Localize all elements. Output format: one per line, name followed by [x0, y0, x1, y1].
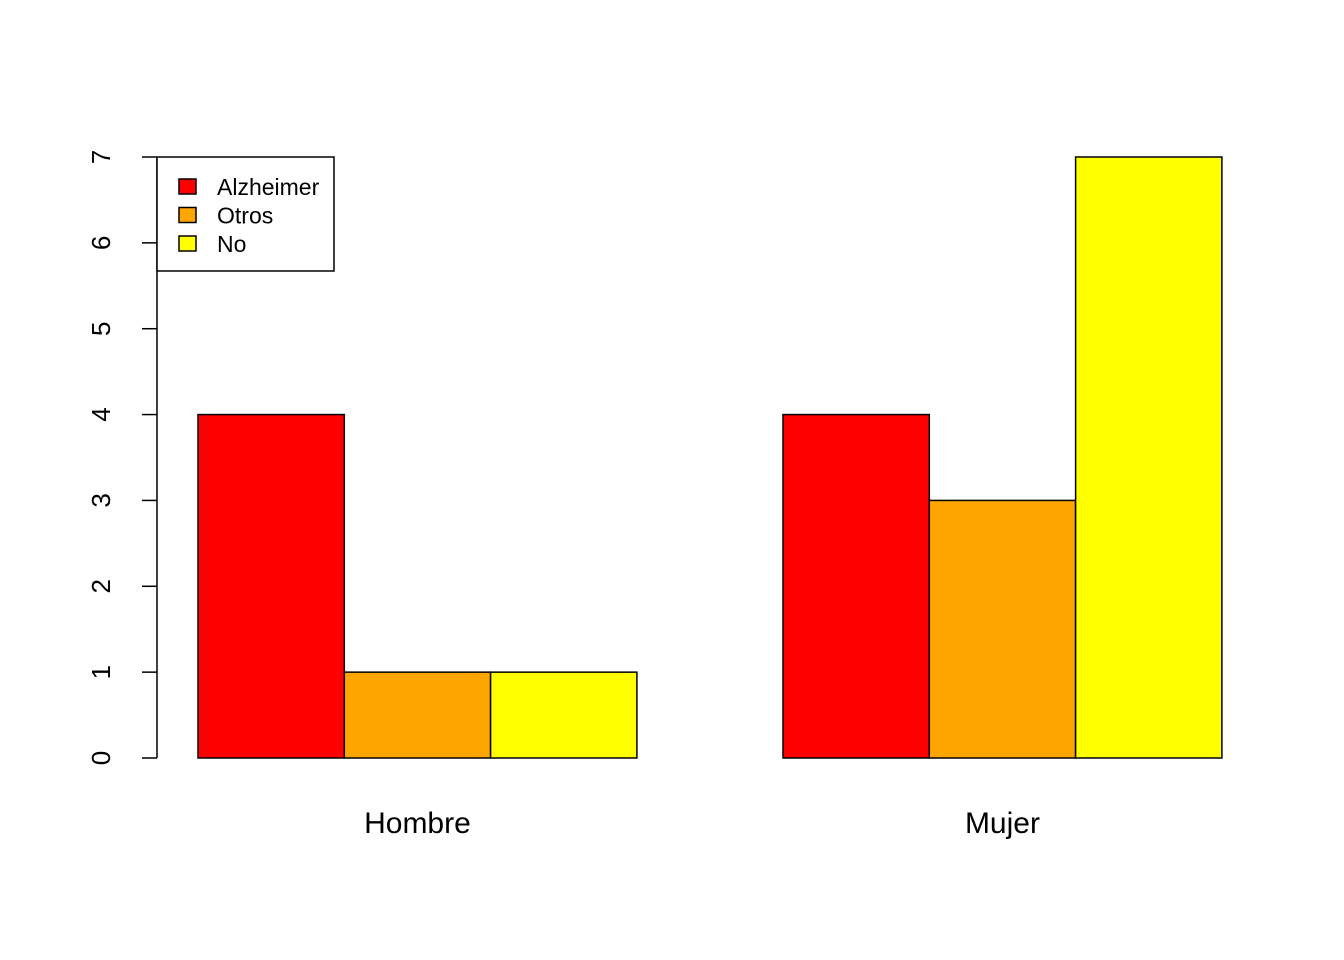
bars — [197, 156, 1223, 759]
y-tick-label: 2 — [86, 579, 116, 593]
y-tick-label: 5 — [86, 321, 116, 335]
bar-mujer-no — [1074, 156, 1223, 759]
y-axis: 0 1 2 3 4 5 6 7 — [86, 150, 158, 765]
y-tick-label: 7 — [86, 150, 116, 164]
y-tick-label: 6 — [86, 236, 116, 250]
x-category-label: Hombre — [364, 807, 471, 840]
bar-mujer-alzheimer — [782, 413, 931, 759]
legend-label-no: No — [217, 231, 246, 257]
bar-hombre-no — [489, 671, 638, 759]
bar-hombre-alzheimer — [197, 413, 346, 759]
legend-swatch-otros — [178, 206, 197, 224]
legend-label-alzheimer: Alzheimer — [217, 174, 320, 200]
legend-swatch-no — [178, 235, 197, 252]
bar-hombre-otros — [343, 671, 492, 759]
legend-label-otros: Otros — [217, 203, 273, 229]
y-tick-label: 3 — [86, 493, 116, 507]
legend-swatch-alzheimer — [178, 178, 197, 195]
bar-mujer-otros — [928, 499, 1077, 759]
y-tick-label: 0 — [86, 751, 116, 765]
x-category-label: Mujer — [965, 807, 1040, 840]
x-axis-labels: Hombre Mujer — [364, 807, 1040, 840]
y-tick-label: 1 — [86, 665, 116, 679]
y-tick-label: 4 — [86, 407, 116, 421]
